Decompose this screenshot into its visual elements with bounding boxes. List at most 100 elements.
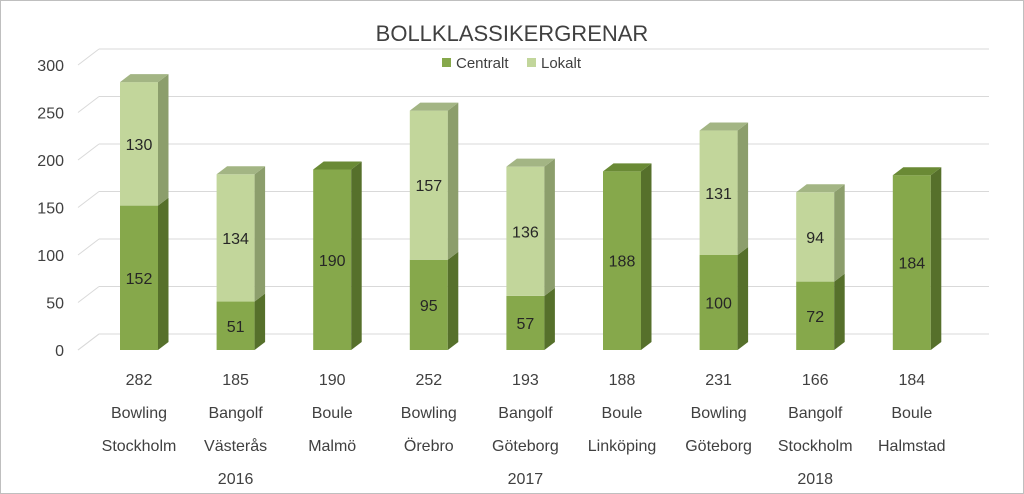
- y-tick-label: 50: [46, 296, 64, 313]
- floor-edge: [77, 333, 100, 351]
- bar-side: [737, 122, 749, 255]
- bar-side: [254, 166, 266, 302]
- bar-top: [796, 184, 845, 193]
- y-tick-label: 250: [37, 106, 64, 123]
- bar-side: [447, 102, 459, 260]
- data-label: 152: [126, 271, 153, 288]
- category-sport-label: Bangolf: [208, 405, 263, 422]
- bar-side: [641, 163, 652, 350]
- data-label: 100: [705, 296, 732, 313]
- category-total-label: 282: [126, 372, 153, 389]
- bar-front: [796, 192, 835, 282]
- bar-lokalt: 136: [506, 158, 555, 296]
- data-label: 51: [227, 319, 245, 336]
- category-sport-label: Bowling: [691, 405, 747, 422]
- bar-centralt: 72: [796, 273, 845, 350]
- bar-side: [834, 184, 845, 282]
- category-city-label: Örebro: [404, 437, 454, 455]
- chart-title: BOLLKLASSIKERGRENAR: [376, 21, 649, 46]
- bar-side: [158, 197, 169, 350]
- bar-side: [834, 273, 845, 350]
- category-sport-label: Bowling: [111, 405, 167, 422]
- category-total-label: 166: [802, 372, 829, 389]
- bar-side: [447, 251, 459, 350]
- y-tick-label: 100: [37, 248, 64, 265]
- category-total-label: 185: [222, 372, 249, 389]
- bar-centralt: 184: [892, 167, 942, 350]
- bar-centralt: 190: [313, 161, 362, 350]
- bar-front: [699, 255, 738, 350]
- bar-front: [216, 174, 255, 302]
- data-label: 184: [898, 256, 925, 273]
- category-city-label: Halmstad: [878, 438, 946, 455]
- bar-side: [737, 247, 749, 350]
- bar-top: [409, 102, 459, 111]
- category-sport-label: Bangolf: [498, 405, 553, 422]
- bar-side: [351, 161, 362, 350]
- y-tick-label: 200: [37, 153, 64, 170]
- category-city-label: Göteborg: [685, 438, 752, 455]
- bar-front: [506, 166, 545, 296]
- bar-lokalt: 134: [216, 166, 266, 302]
- data-label: 94: [806, 230, 824, 247]
- y-tick-label: 150: [37, 201, 64, 218]
- grid-diagonal: [77, 191, 100, 208]
- category-city-label: Linköping: [588, 438, 657, 455]
- category-total-label: 188: [609, 372, 636, 389]
- bar-centralt: 152: [120, 197, 169, 350]
- category-total-label: 190: [319, 372, 346, 389]
- data-label: 157: [415, 178, 442, 195]
- data-label: 190: [319, 253, 346, 270]
- bar-top: [699, 122, 749, 131]
- category-sport-label: Boule: [602, 405, 643, 422]
- bar-top: [216, 166, 266, 175]
- bar-front: [603, 171, 641, 350]
- legend-label-lokalt: Lokalt: [541, 55, 582, 72]
- category-total-label: 193: [512, 372, 539, 389]
- bar-centralt: 95: [409, 251, 459, 350]
- bar-centralt: 188: [603, 163, 652, 350]
- category-city-label: Stockholm: [778, 438, 853, 455]
- grid-diagonal: [77, 96, 100, 113]
- category-labels: 282 Bowling Stockholm 185 Bangolf Västerås 190…: [102, 372, 946, 488]
- year-label: 2018: [797, 471, 833, 488]
- bar-centralt: 100: [699, 247, 749, 350]
- year-label: 2016: [218, 471, 254, 488]
- bar-front: [120, 82, 158, 206]
- category-city-label: Malmö: [308, 438, 356, 455]
- bar-top: [892, 167, 942, 176]
- legend: Centralt Lokalt: [442, 55, 582, 72]
- bar-side: [544, 287, 555, 350]
- legend-swatch-lokalt: [527, 58, 536, 67]
- category-sport-label: Boule: [891, 405, 932, 422]
- bar-front: [699, 130, 738, 255]
- year-label: 2017: [508, 471, 544, 488]
- category-total-label: 231: [705, 372, 732, 389]
- bar-lokalt: 130: [120, 74, 169, 206]
- bar-side: [254, 293, 266, 350]
- data-label: 72: [806, 309, 824, 326]
- bar-side: [158, 74, 169, 206]
- bar-side: [544, 158, 555, 296]
- legend-label-centralt: Centralt: [456, 55, 509, 72]
- bar-top: [313, 161, 362, 170]
- category-sport-label: Bangolf: [788, 405, 843, 422]
- category-city-label: Västerås: [204, 437, 267, 455]
- grid-diagonal: [77, 48, 100, 66]
- bar-front: [892, 175, 931, 350]
- category-sport-label: Bowling: [401, 405, 457, 422]
- category-city-label: Stockholm: [102, 438, 177, 455]
- data-label: 136: [512, 224, 539, 241]
- bar-front: [120, 205, 158, 350]
- legend-swatch-centralt: [442, 58, 451, 67]
- data-label: 95: [420, 298, 438, 315]
- grid-diagonal: [77, 143, 100, 161]
- grid-diagonal: [77, 286, 100, 303]
- y-tick-label: 0: [55, 343, 64, 360]
- data-label: 57: [517, 316, 535, 333]
- bar-lokalt: 157: [409, 102, 459, 260]
- bar-top: [603, 163, 652, 172]
- category-sport-label: Boule: [312, 405, 353, 422]
- bar-lokalt: 131: [699, 122, 749, 255]
